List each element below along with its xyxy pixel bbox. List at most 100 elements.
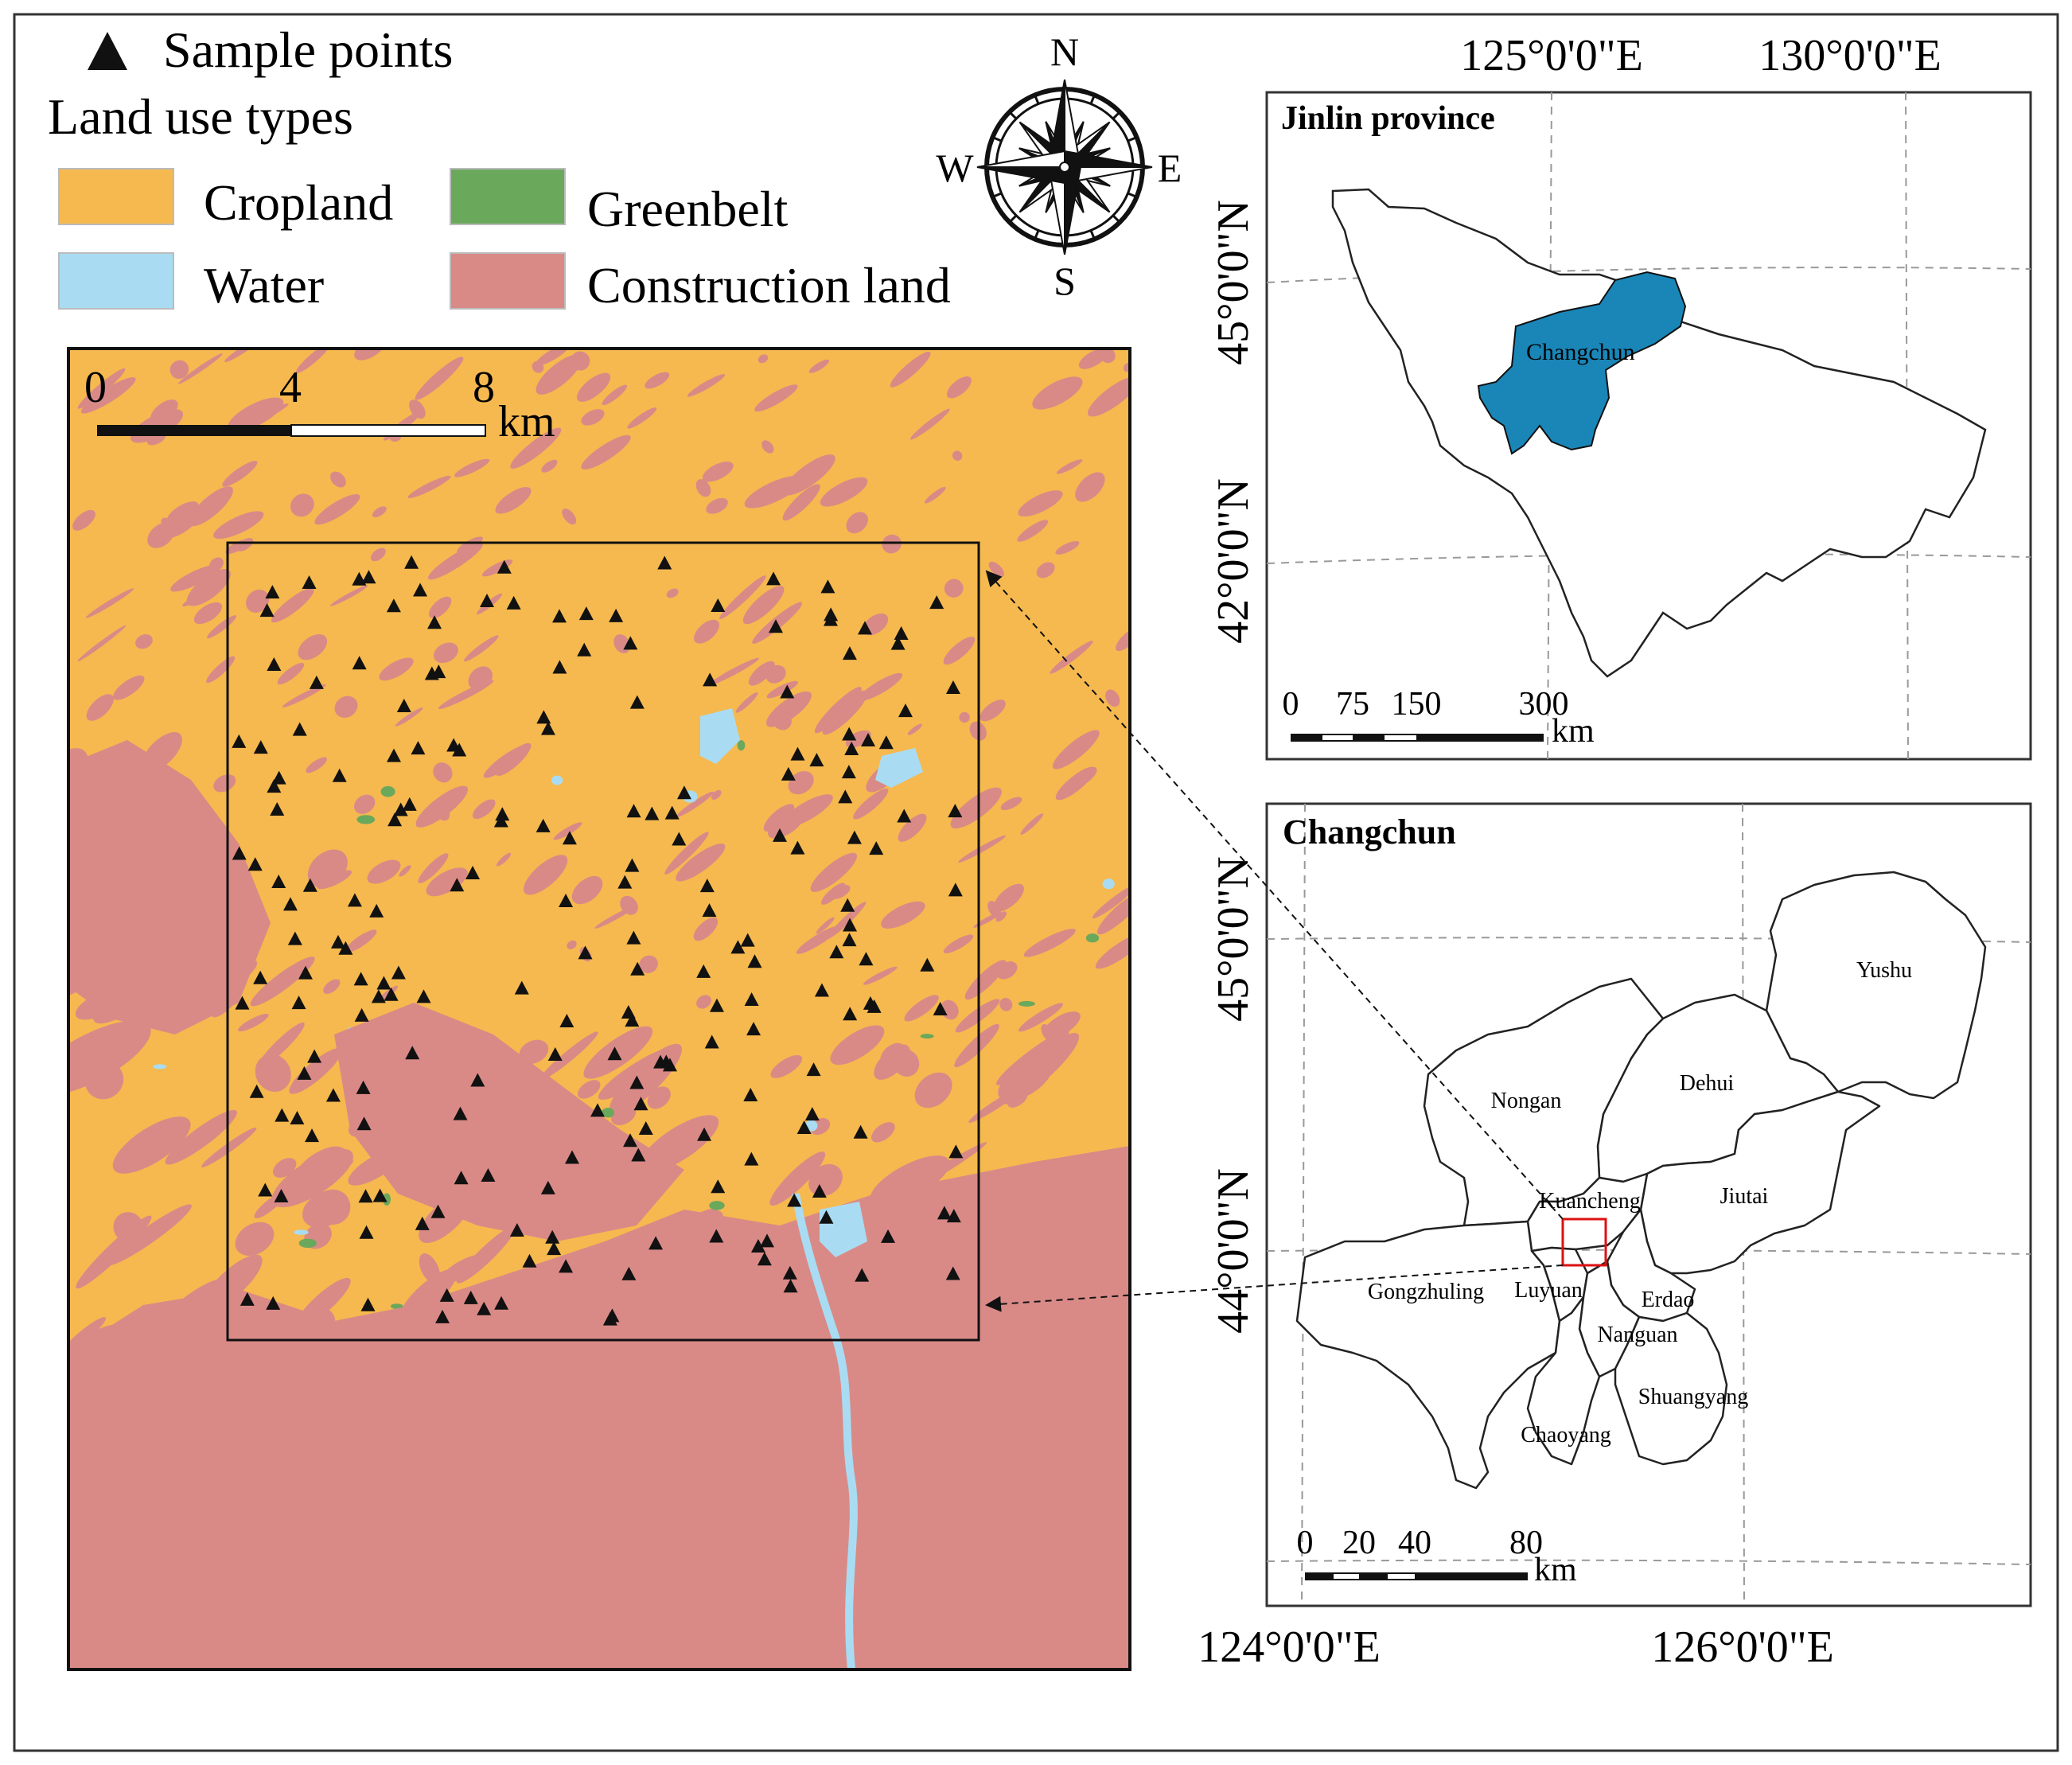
construction-patch xyxy=(796,925,839,954)
sample-point-marker xyxy=(711,598,726,612)
sample-point-marker xyxy=(621,1004,636,1019)
scale-unit: km xyxy=(498,397,555,446)
construction-patch xyxy=(306,757,328,773)
sample-point-marker xyxy=(629,1075,645,1089)
sample-point-marker xyxy=(787,1193,802,1207)
sample-point-marker xyxy=(626,930,641,945)
scale-unit: km xyxy=(1552,713,1595,750)
small-land-patch xyxy=(1018,1000,1035,1007)
construction-patch xyxy=(84,1061,124,1100)
sample-point-marker xyxy=(297,1066,312,1080)
construction-patch xyxy=(816,917,835,934)
district-label-jiutai: Jiutai xyxy=(1720,1184,1769,1209)
land-use-map: 0 4 8 km xyxy=(67,347,1131,1671)
construction-patch xyxy=(222,461,258,487)
sample-point-marker xyxy=(465,866,481,879)
chaoyang-district-shape xyxy=(1526,1296,1601,1466)
construction-patch xyxy=(1018,490,1063,517)
sample-point-marker xyxy=(270,801,285,816)
sample-point-marker xyxy=(271,874,286,888)
sample-point-marker xyxy=(454,1171,469,1185)
construction-patch xyxy=(236,403,289,431)
construction-patch xyxy=(207,615,237,639)
construction-patch xyxy=(814,687,862,734)
sample-point-marker xyxy=(298,965,313,980)
sample-point-marker xyxy=(806,1062,821,1077)
construction-patch xyxy=(395,707,423,727)
sample-point-marker xyxy=(536,710,551,724)
sample-point-marker xyxy=(291,995,306,1010)
sample-point-marker xyxy=(790,840,805,855)
sample-point-marker xyxy=(359,1225,374,1239)
construction-patch xyxy=(594,906,635,929)
construction-patch xyxy=(438,680,494,710)
sample-point-legend-icon xyxy=(88,32,127,70)
sample-point-marker xyxy=(450,878,465,892)
legend-water-label: Water xyxy=(204,257,324,314)
sample-point-marker xyxy=(844,742,859,756)
construction-patch xyxy=(664,832,709,875)
sample-point-marker xyxy=(290,1111,305,1125)
construction-patch xyxy=(246,589,270,613)
compass-e-label: E xyxy=(1158,146,1182,190)
sample-point-marker xyxy=(338,941,353,955)
construction-patch xyxy=(765,691,812,727)
construction-patch xyxy=(1055,540,1080,555)
construction-patch xyxy=(329,471,346,488)
construction-patch xyxy=(1036,562,1055,579)
small-land-patch xyxy=(294,1229,309,1235)
sample-point-marker xyxy=(633,1097,648,1111)
construction-patch xyxy=(853,788,889,820)
construction-patch xyxy=(946,376,972,399)
sample-point-marker xyxy=(330,934,345,949)
sample-point-marker xyxy=(842,727,857,741)
construction-patch xyxy=(676,791,714,817)
sample-point-marker xyxy=(630,961,645,976)
sample-point-marker xyxy=(267,779,282,793)
sample-point-marker xyxy=(547,1241,562,1256)
construction-patch xyxy=(1056,459,1083,474)
sample-point-marker xyxy=(945,1266,960,1280)
sample-point-marker xyxy=(479,593,494,607)
construction-patch xyxy=(107,1204,192,1266)
sample-point-marker xyxy=(945,680,960,694)
construction-patch xyxy=(973,912,1001,928)
jiutai-district-shape xyxy=(1639,1090,1881,1275)
district-label-luyuan: Luyuan xyxy=(1514,1278,1583,1303)
sample-point-marker xyxy=(819,1210,834,1224)
construction-patch xyxy=(169,360,189,380)
construction-patch xyxy=(993,883,1024,912)
construction-patch xyxy=(924,486,946,504)
construction-patch xyxy=(290,493,314,517)
sample-point-marker xyxy=(396,699,411,713)
construction-patch xyxy=(808,359,830,373)
construction-patch xyxy=(788,770,814,795)
construction-patch xyxy=(496,852,512,867)
sample-point-marker xyxy=(590,1103,605,1117)
sample-point-marker xyxy=(240,1292,255,1306)
sample-point-marker xyxy=(890,636,906,650)
small-land-patch xyxy=(737,740,746,751)
sample-point-marker xyxy=(562,831,577,845)
scale-label-0: 0 xyxy=(84,363,107,412)
construction-patch xyxy=(379,657,414,681)
sample-point-marker xyxy=(858,621,873,635)
construction-patch xyxy=(277,662,305,685)
construction-patch xyxy=(968,1086,1024,1123)
construction-patch xyxy=(1078,349,1108,369)
sample-point-marker xyxy=(372,1188,388,1202)
sample-point-marker xyxy=(376,976,391,990)
construction-patch xyxy=(1052,730,1100,770)
outer-frame xyxy=(13,13,2059,1752)
construction-land-legend-swatch xyxy=(450,252,566,310)
leader-arrow-bottom xyxy=(985,1264,1564,1312)
sample-point-marker xyxy=(711,1179,726,1194)
sample-point-marker xyxy=(812,1184,827,1198)
compass-w-label: W xyxy=(936,146,974,190)
sample-point-marker xyxy=(853,1124,868,1139)
sample-point-marker xyxy=(746,1022,761,1036)
construction-patch xyxy=(898,813,927,842)
construction-patch xyxy=(696,995,711,1009)
sample-point-marker xyxy=(384,987,399,1001)
